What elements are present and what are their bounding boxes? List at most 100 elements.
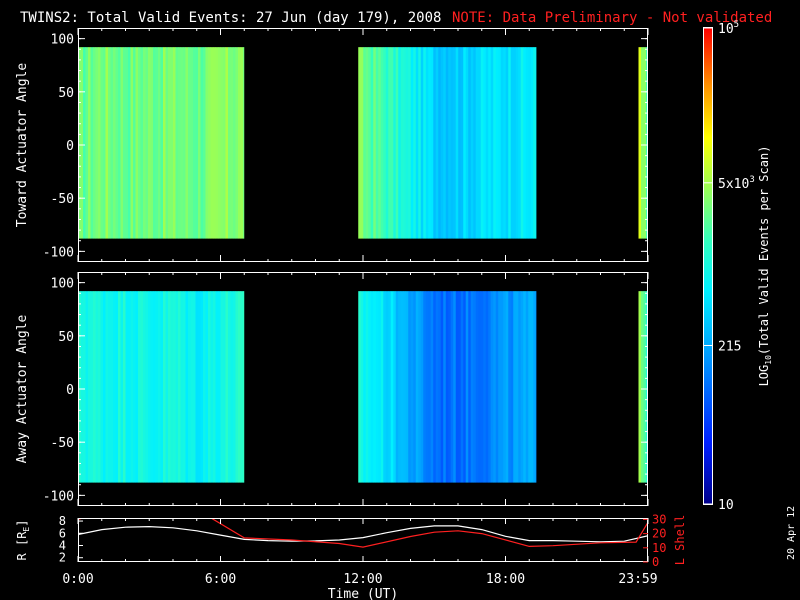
heatmap-column	[210, 291, 214, 483]
x-tick-label: 0:00	[62, 572, 93, 587]
x-tick-label: 18:00	[486, 572, 525, 587]
r-tick-label: 8	[59, 514, 66, 528]
heatmap-column	[78, 291, 81, 483]
heatmap-column	[170, 291, 174, 483]
heatmap-column	[90, 291, 94, 483]
heatmap-column	[218, 291, 221, 483]
heatmap-column	[150, 47, 154, 239]
heatmap-column	[228, 291, 231, 483]
heatmap-column	[455, 291, 459, 483]
heatmap-column	[443, 47, 447, 239]
heatmap-column	[453, 47, 457, 239]
y-tick-label: 100	[51, 33, 74, 48]
heatmap-column	[468, 47, 472, 239]
heatmap-column	[130, 47, 134, 239]
heatmap-column	[98, 47, 101, 239]
heatmap-column	[368, 291, 372, 483]
heatmap-column	[535, 47, 537, 239]
heatmap-column	[188, 47, 191, 239]
heatmap-column	[641, 47, 644, 239]
heatmap-column	[375, 47, 379, 239]
heatmap-column	[463, 291, 467, 483]
heatmap-column	[388, 291, 392, 483]
heatmap-column	[165, 47, 169, 239]
heatmap-column	[230, 47, 234, 239]
heatmap-column	[165, 291, 169, 483]
heatmap-column	[523, 47, 527, 239]
heatmap-column	[360, 47, 364, 239]
heatmap-column	[225, 291, 229, 483]
heatmap-column	[410, 47, 414, 239]
heatmap-column	[90, 47, 94, 239]
heatmap-column	[110, 47, 114, 239]
heatmap-column	[113, 47, 116, 239]
y-tick-label: 50	[58, 86, 74, 101]
y-axis-label: Toward Actuator Angle	[15, 63, 30, 228]
heatmap-column	[515, 47, 519, 239]
heatmap-column	[243, 291, 245, 483]
heatmap-column	[458, 291, 462, 483]
heatmap-column	[420, 291, 424, 483]
heatmap-column	[408, 291, 412, 483]
heatmap-column	[535, 291, 537, 483]
heatmap-column	[428, 47, 432, 239]
heatmap-column	[110, 291, 114, 483]
heatmap-column	[520, 291, 524, 483]
r-tick-label: 6	[59, 526, 66, 540]
l-shell-axis-label: L Shell	[673, 515, 687, 566]
colorbar-tick-label: 10	[718, 498, 734, 513]
colorbar-gradient	[704, 28, 712, 504]
heatmap-column	[198, 291, 201, 483]
heatmap-column	[375, 291, 379, 483]
heatmap-column	[358, 47, 362, 239]
heatmap-column	[120, 47, 124, 239]
heatmap-column	[100, 47, 104, 239]
heatmap-column	[155, 291, 159, 483]
heatmap-column	[488, 47, 492, 239]
heatmap-column	[465, 47, 469, 239]
heatmap-column	[455, 47, 459, 239]
heatmap-column	[113, 291, 116, 483]
heatmap-column	[363, 47, 367, 239]
heatmap-column	[483, 291, 487, 483]
heatmap-column	[395, 47, 399, 239]
heatmap-column	[508, 47, 512, 239]
heatmap-column	[93, 291, 96, 483]
heatmap-column	[400, 291, 404, 483]
chart-title: TWINS2: Total Valid Events: 27 Jun (day …	[20, 10, 441, 26]
heatmap-column	[95, 291, 99, 483]
heatmap-column	[230, 291, 234, 483]
heatmap-column	[495, 291, 499, 483]
heatmap-column	[213, 47, 216, 239]
heatmap-column	[500, 47, 504, 239]
heatmap-column	[135, 47, 139, 239]
heatmap-column	[435, 291, 439, 483]
heatmap-column	[433, 47, 437, 239]
x-axis-label: Time (UT)	[328, 587, 398, 600]
heatmap-column	[235, 291, 239, 483]
heatmap-column	[115, 291, 119, 483]
heatmap-column	[493, 291, 497, 483]
heatmap-column	[403, 47, 407, 239]
heatmap-column	[385, 47, 389, 239]
heatmap-column	[83, 291, 86, 483]
heatmap-column	[240, 47, 244, 239]
x-tick-label: 12:00	[343, 572, 382, 587]
heatmap-column	[240, 291, 244, 483]
heatmap-column	[358, 291, 362, 483]
l-shell-line	[78, 518, 648, 548]
heatmap-column	[460, 291, 464, 483]
heatmap-column	[430, 291, 434, 483]
heatmap-column	[413, 47, 417, 239]
heatmap-column	[130, 291, 134, 483]
heatmap-column	[498, 291, 502, 483]
colorbar-tick-label: 5x103	[718, 175, 755, 192]
heatmap-column	[128, 47, 131, 239]
heatmap-column	[638, 291, 642, 483]
heatmap-column	[405, 291, 409, 483]
heatmap-column	[453, 291, 457, 483]
heatmap-column	[200, 47, 204, 239]
heatmap-column	[228, 47, 231, 239]
heatmap-column	[510, 47, 514, 239]
